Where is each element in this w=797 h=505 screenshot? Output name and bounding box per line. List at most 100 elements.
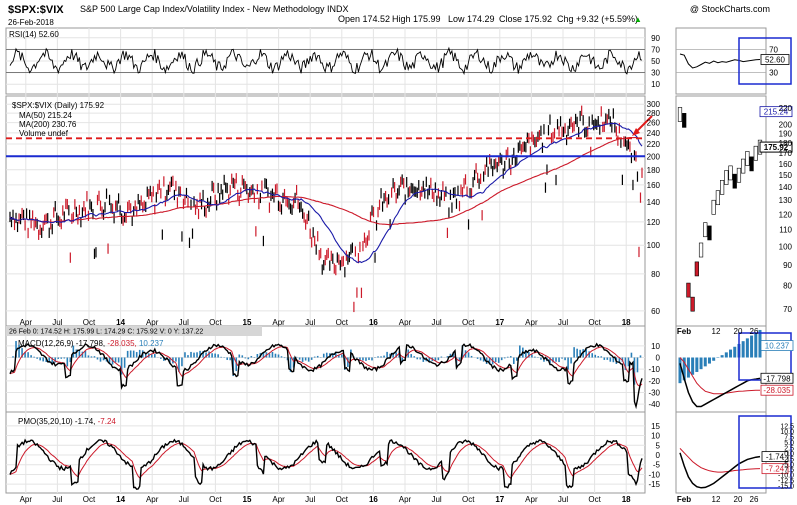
pmo-tick-label-3: 0 <box>656 451 661 460</box>
x-tick-label-main-10: Oct <box>336 318 349 327</box>
ohlc-change: Chg +9.32 (+5.59%) <box>557 14 638 24</box>
macd-zoom-hist-15 <box>741 341 745 358</box>
macd-zoom-badge-text-0: 10.237 <box>765 342 790 351</box>
pmo-zoom-panel <box>675 411 767 494</box>
ma200-line <box>9 136 643 226</box>
symbol-description: S&P 500 Large Cap Index/Volatility Index… <box>80 4 348 14</box>
price-zoom-tick-9: 120 <box>779 210 793 219</box>
price-zoom-tick-2: 190 <box>779 130 793 139</box>
x-tick-label-main-1: Jul <box>52 318 62 327</box>
macd-tick-label-5: -40 <box>648 400 660 409</box>
x-tick-label-main-9: Jul <box>305 318 315 327</box>
zoom-x-label-0: Feb <box>677 495 691 504</box>
legend-ma50: MA(50) 215.24 <box>19 111 72 120</box>
macd-signal-line <box>9 346 643 387</box>
macd-zoom-hist-7 <box>707 357 711 364</box>
pmo-tick-label-1: 10 <box>651 432 660 441</box>
x-tick-label-0: Apr <box>20 495 33 504</box>
x-tick-label-4: Apr <box>146 495 159 504</box>
rsi-line <box>9 46 643 76</box>
pmo-zoom-tick-7: -5.0 <box>782 462 794 469</box>
macd-zoom-hist-11 <box>724 352 728 358</box>
rsi-zoom-line <box>679 53 761 69</box>
ohlc-high: High 175.99 <box>392 14 441 24</box>
price-zoom-tick-4: 170 <box>779 149 793 158</box>
pmo-line <box>9 438 643 490</box>
price-value-badge-text: 175.92 <box>764 143 789 152</box>
x-tick-label-3: 14 <box>116 495 125 504</box>
price-zoom-candle-13 <box>732 173 737 189</box>
price-tick-label-8: 140 <box>647 198 661 207</box>
price-zoom-candle-6 <box>703 222 708 238</box>
macd-tick-label-4: -30 <box>648 389 660 398</box>
pmo-zoom-highlight <box>738 415 792 489</box>
pmo-zoom-tick-1: 10.0 <box>780 429 794 436</box>
macd-tick-label-1: 0 <box>656 354 661 363</box>
pmo-zoom-line <box>679 452 761 489</box>
macd-zoom-hist-0 <box>678 357 682 384</box>
macd-zoom-hist-18 <box>754 332 758 358</box>
macd-zoom-hist-13 <box>733 346 737 358</box>
price-tick-label-3: 240 <box>647 129 661 138</box>
x-tick-label-9: Jul <box>305 495 315 504</box>
price-tick-label-12: 60 <box>651 307 660 316</box>
x-tick-label-10: Oct <box>336 495 349 504</box>
rsi-label: RSI(14) 52.60 <box>9 30 59 39</box>
macd-zoom-badge-2 <box>760 384 794 396</box>
price-zoom-candle-10 <box>720 180 725 195</box>
x-tick-label-main-18: Oct <box>588 318 601 327</box>
price-tick-label-0: 300 <box>647 100 661 109</box>
price-tick-label-10: 100 <box>647 241 661 250</box>
price-zoom-candle-18 <box>753 145 758 161</box>
x-tick-label-16: Apr <box>525 495 538 504</box>
macd-label: MACD(12,26,9) -17.798, -28.035, 10.237 <box>18 339 164 348</box>
pmo-zoom-tick-9: -10.0 <box>778 473 794 480</box>
zoom-x-label-3: 26 <box>750 495 759 504</box>
macd-zoom-badge-0 <box>760 340 794 351</box>
ohlc-low: Low 174.29 <box>448 14 495 24</box>
macd-zoom-badge-1 <box>760 372 794 384</box>
pmo-panel <box>5 411 646 494</box>
rsi-value-badge-text: 52.60 <box>765 55 786 64</box>
price-zoom-candle-4 <box>694 261 699 277</box>
pmo-tick-label-4: -5 <box>653 461 661 470</box>
pmo-label: PMO(35,20,10) -1.74, -7.24 <box>18 417 116 426</box>
price-zoom-candle-8 <box>711 199 716 215</box>
rsi-tick-label-1: 70 <box>651 45 660 54</box>
price-zoom-candle-9 <box>715 190 720 206</box>
price-zoom-x-label-0: Feb <box>677 327 691 336</box>
pmo-zoom-badge-0 <box>761 451 789 463</box>
x-tick-label-main-12: Apr <box>399 318 412 327</box>
macd-zoom-hist-6 <box>703 357 707 367</box>
macd-zoom-hist-3 <box>691 357 695 375</box>
price-zoom-candle-0 <box>677 107 683 122</box>
ma50-value-badge-text: 215.24 <box>764 108 789 117</box>
price-zoom-candle-15 <box>741 158 746 174</box>
macd-zoom-hist-10 <box>720 355 724 358</box>
x-tick-label-1: Jul <box>52 495 62 504</box>
x-tick-label-main-17: Jul <box>558 318 568 327</box>
price-tick-label-11: 80 <box>651 270 660 279</box>
x-tick-label-8: Apr <box>272 495 285 504</box>
pmo-label-signal: -7.24 <box>98 417 117 426</box>
macd-zoom-hist-16 <box>745 338 749 358</box>
price-tick-label-2: 260 <box>647 119 661 128</box>
macd-zoom-hist-5 <box>699 357 703 370</box>
macd-zoom-line <box>679 363 761 408</box>
pmo-zoom-tick-8: -7.5 <box>782 467 794 474</box>
x-tick-label-18: Oct <box>588 495 601 504</box>
price-tick-label-5: 200 <box>647 152 661 161</box>
price-zoom-tick-14: 70 <box>783 305 792 314</box>
x-tick-label-main-16: Apr <box>525 318 538 327</box>
rsi-zoom-tick-1: 30 <box>769 69 778 78</box>
price-zoom-candle-17 <box>749 156 754 172</box>
legend-ma200: MA(200) 230.76 <box>19 120 77 129</box>
pmo-zoom-badge-text-1: -7.24 <box>766 465 785 474</box>
price-zoom-tick-7: 140 <box>779 183 793 192</box>
x-tick-label-11: 16 <box>369 495 378 504</box>
price-zoom-candle-11 <box>724 170 729 185</box>
x-tick-label-main-8: Apr <box>272 318 285 327</box>
pmo-tick-label-2: 5 <box>656 441 661 450</box>
x-tick-label-main-13: Jul <box>431 318 441 327</box>
